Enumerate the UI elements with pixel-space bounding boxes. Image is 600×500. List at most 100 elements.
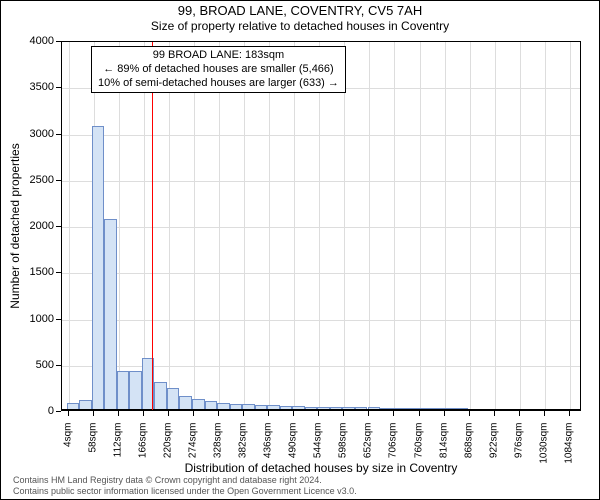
gridline-v	[69, 42, 70, 410]
gridline-h	[62, 135, 580, 136]
x-tick	[494, 411, 495, 416]
x-tick	[569, 411, 570, 416]
y-tick	[56, 180, 61, 181]
x-tick-label: 922sqm	[488, 423, 499, 473]
x-tick-label: 598sqm	[338, 423, 349, 473]
x-tick	[393, 411, 394, 416]
x-tick-label: 436sqm	[263, 423, 274, 473]
histogram-bar	[154, 382, 167, 410]
gridline-v	[169, 42, 170, 410]
y-tick	[56, 365, 61, 366]
y-tick-label: 3000	[16, 128, 54, 140]
gridline-v	[144, 42, 145, 410]
x-tick	[93, 411, 94, 416]
gridline-v	[194, 42, 195, 410]
gridline-v	[269, 42, 270, 410]
x-tick	[544, 411, 545, 416]
x-tick-label: 112sqm	[112, 423, 123, 473]
gridline-h	[62, 181, 580, 182]
info-box-line: ← 89% of detached houses are smaller (5,…	[98, 63, 339, 77]
x-tick	[218, 411, 219, 416]
x-tick	[193, 411, 194, 416]
x-tick	[293, 411, 294, 416]
x-tick	[68, 411, 69, 416]
x-tick-label: 382sqm	[238, 423, 249, 473]
gridline-v	[219, 42, 220, 410]
gridline-h	[62, 227, 580, 228]
info-box: 99 BROAD LANE: 183sqm← 89% of detached h…	[91, 46, 346, 93]
y-tick-label: 1500	[16, 266, 54, 278]
x-tick-label: 58sqm	[87, 423, 98, 473]
page-title: 99, BROAD LANE, COVENTRY, CV5 7AH	[1, 4, 599, 19]
y-tick	[56, 87, 61, 88]
gridline-v	[520, 42, 521, 410]
histogram-bar	[92, 126, 105, 410]
x-tick-label: 706sqm	[388, 423, 399, 473]
y-tick-label: 2000	[16, 220, 54, 232]
y-tick-label: 1000	[16, 313, 54, 325]
y-tick-label: 500	[16, 359, 54, 371]
y-tick-label: 0	[16, 405, 54, 417]
gridline-v	[495, 42, 496, 410]
histogram-bar	[179, 396, 192, 410]
gridline-v	[420, 42, 421, 410]
x-tick-label: 814sqm	[438, 423, 449, 473]
x-tick-label: 220sqm	[162, 423, 173, 473]
gridline-v	[570, 42, 571, 410]
y-tick	[56, 272, 61, 273]
x-tick	[168, 411, 169, 416]
gridline-v	[294, 42, 295, 410]
y-tick-label: 4000	[16, 35, 54, 47]
y-tick	[56, 226, 61, 227]
x-tick-label: 544sqm	[313, 423, 324, 473]
plot-area	[61, 41, 581, 411]
x-tick	[469, 411, 470, 416]
attribution-line: Contains HM Land Registry data © Crown c…	[13, 475, 357, 485]
gridline-v	[119, 42, 120, 410]
x-tick	[243, 411, 244, 416]
x-tick-label: 4sqm	[62, 423, 73, 473]
gridline-v	[545, 42, 546, 410]
x-tick-label: 1084sqm	[563, 423, 574, 473]
reference-line	[152, 42, 153, 410]
x-tick	[143, 411, 144, 416]
x-tick	[419, 411, 420, 416]
histogram-bar	[104, 219, 117, 410]
y-tick	[56, 411, 61, 412]
x-tick	[268, 411, 269, 416]
x-tick-label: 490sqm	[288, 423, 299, 473]
x-tick	[519, 411, 520, 416]
attribution-line: Contains public sector information licen…	[13, 486, 357, 496]
gridline-h	[62, 366, 580, 367]
gridline-v	[244, 42, 245, 410]
gridline-v	[344, 42, 345, 410]
y-tick	[56, 134, 61, 135]
y-tick-label: 2500	[16, 174, 54, 186]
info-box-line: 10% of semi-detached houses are larger (…	[98, 77, 339, 91]
x-tick	[118, 411, 119, 416]
gridline-h	[62, 320, 580, 321]
y-tick-label: 3500	[16, 81, 54, 93]
x-tick-label: 868sqm	[463, 423, 474, 473]
gridline-v	[445, 42, 446, 410]
gridline-v	[394, 42, 395, 410]
histogram-bar	[117, 371, 130, 410]
plot-outer	[61, 41, 581, 411]
x-tick	[368, 411, 369, 416]
info-box-line: 99 BROAD LANE: 183sqm	[98, 49, 339, 63]
page-subtitle: Size of property relative to detached ho…	[1, 20, 599, 34]
gridline-v	[319, 42, 320, 410]
x-tick-label: 166sqm	[137, 423, 148, 473]
attribution-block: Contains HM Land Registry data © Crown c…	[13, 475, 357, 496]
x-tick-label: 760sqm	[413, 423, 424, 473]
x-tick-label: 976sqm	[513, 423, 524, 473]
x-tick-label: 652sqm	[363, 423, 374, 473]
x-tick-label: 328sqm	[212, 423, 223, 473]
histogram-bar	[167, 388, 180, 410]
x-tick	[318, 411, 319, 416]
x-tick-label: 1030sqm	[538, 423, 549, 473]
x-axis-baseline	[62, 409, 580, 410]
gridline-v	[470, 42, 471, 410]
histogram-bar	[129, 371, 142, 410]
y-tick	[56, 319, 61, 320]
